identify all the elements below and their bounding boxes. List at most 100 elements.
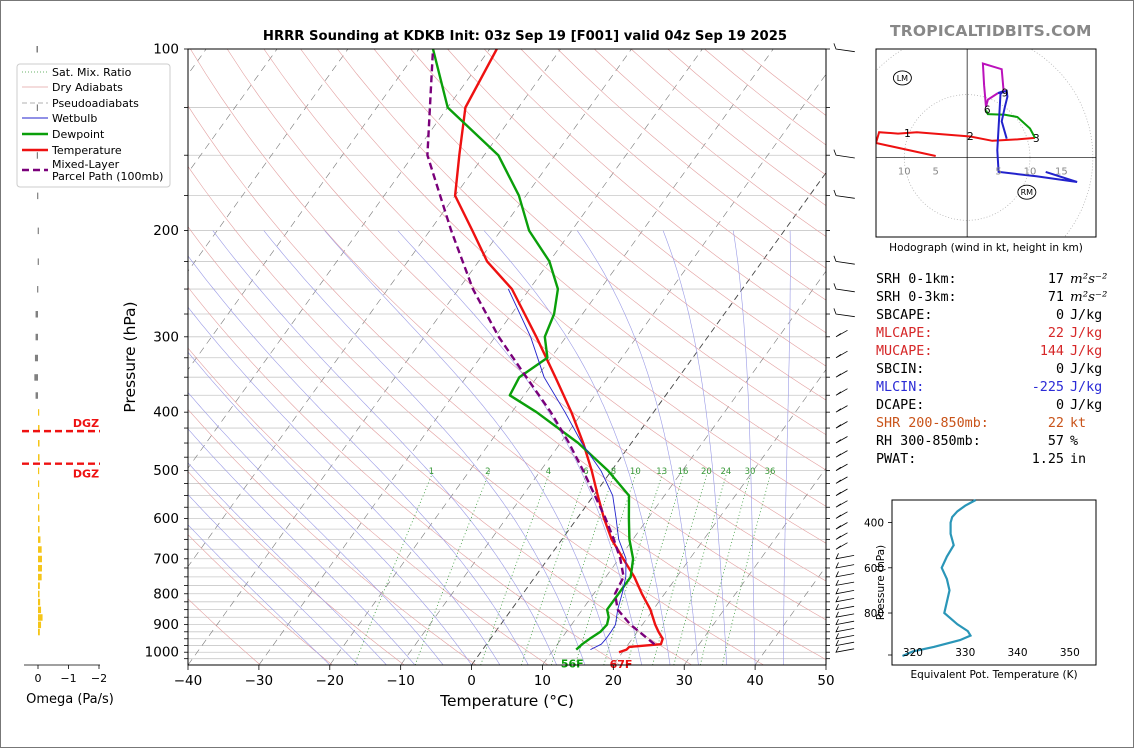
mixing-ratio-line (626, 470, 686, 665)
omega-bar (38, 409, 40, 416)
wind-barb (835, 579, 855, 586)
stat-row: SRH 0-3km: 71 m²s⁻² (876, 290, 1126, 308)
dry-adiabat (373, 49, 826, 436)
isotherm-line (471, 171, 826, 665)
storm-motion-marker (892, 70, 912, 86)
theta-e-x-tick-label: 320 (903, 647, 923, 659)
mixing-ratio-line (652, 470, 709, 665)
pseudoadiabat (188, 524, 331, 665)
wind-barb (833, 308, 855, 318)
stat-row: SBCAPE: 0 J/kg (876, 308, 1126, 326)
pseudoadiabat (662, 230, 728, 665)
omega-bar (34, 354, 38, 362)
stat-row: MUCAPE: 144 J/kg (876, 344, 1126, 362)
omega-bar (38, 598, 41, 606)
stat-value: -225 (1031, 380, 1064, 395)
stat-value: 144 (1039, 344, 1064, 359)
mixing-ratio-label: 2 (485, 467, 490, 477)
omega-bar (38, 564, 42, 572)
stat-row: SRH 0-1km: 17 m²s⁻² (876, 272, 1126, 290)
stat-value: 22 (1047, 326, 1064, 341)
x-tick-label: 0 (467, 673, 476, 689)
omega-bar (38, 425, 40, 432)
x-tick-label: 10 (534, 673, 551, 689)
mixing-ratio-label: 30 (745, 467, 756, 477)
y-tick-label: 900 (153, 617, 179, 633)
stat-row: DCAPE: 0 J/kg (876, 398, 1126, 416)
omega-bar (38, 573, 42, 581)
isotherm-line (613, 369, 826, 665)
stat-label: SBCAPE: (876, 308, 933, 323)
omega-bar (36, 46, 38, 53)
wind-barb (835, 562, 855, 569)
omega-bar (38, 555, 42, 563)
x-tick-label: 50 (817, 673, 834, 689)
mixing-ratio-label: 4 (546, 467, 551, 477)
stat-label: MLCIN: (876, 380, 925, 395)
isotherm-line (258, 49, 703, 665)
legend-box (16, 63, 171, 188)
mixing-ratio-label: 24 (720, 467, 731, 477)
skewt-frame (187, 48, 827, 666)
omega-bar (38, 467, 40, 475)
omega-bar (36, 152, 38, 159)
pseudoadiabat (188, 255, 529, 665)
mixing-ratio-line (480, 470, 551, 665)
legend-label-line: Parcel Path (100mb) (52, 170, 163, 183)
pseudoadiabat (188, 391, 444, 665)
pseudoadiabat (483, 230, 671, 665)
dry-adiabat (188, 105, 826, 661)
wind-barb (835, 463, 848, 471)
dgz-label-lower: DGZ (73, 468, 99, 481)
wind-barbs (833, 43, 855, 653)
dry-adiabat (188, 471, 405, 665)
wind-barb (833, 255, 855, 265)
skewt-plot-area: 1 2 4 6 8 10 13 16 20 24 30 36 (188, 49, 826, 665)
wind-barb (833, 43, 855, 53)
stat-value: 17 (1047, 272, 1064, 287)
theta-e-y-tick-label: 400 (864, 518, 884, 530)
stat-value: 0 (1055, 398, 1064, 413)
storm-motion-label: RM (1021, 188, 1034, 197)
dry-adiabat (190, 49, 826, 621)
mixing-ratio-line (574, 470, 638, 665)
mixing-ratio-label: 36 (765, 467, 776, 477)
mixing-ratio-line (673, 470, 728, 665)
legend-label: Sat. Mix. Ratio (52, 66, 132, 79)
pseudoadiabat (397, 230, 642, 665)
series-mixed-layer-parcel-path-100mb- (426, 49, 656, 646)
stat-value: 57 (1047, 434, 1064, 449)
pseudoadiabat (188, 306, 501, 665)
omega-bar (37, 227, 39, 235)
y-tick-label: 800 (153, 586, 179, 602)
stat-label: SRH 0-1km: (876, 272, 957, 287)
pseudoadiabat (188, 428, 416, 665)
hodograph-caption: Hodograph (wind in kt, height in km) (889, 242, 1083, 254)
dry-adiabat (188, 165, 764, 665)
isotherm-line (683, 467, 826, 665)
wind-barb (835, 596, 855, 603)
omega-tick-label: −1 (60, 672, 76, 685)
omega-bar (38, 515, 40, 522)
omega-bar (34, 374, 38, 381)
legend-label: Dewpoint (52, 128, 105, 141)
stat-unit: J/kg (1070, 326, 1103, 341)
x-tick-label: 40 (747, 673, 764, 689)
hodograph-tick-label: 10 (1024, 166, 1037, 177)
stat-unit: in (1070, 452, 1087, 467)
pseudoadiabat (188, 494, 359, 665)
omega-axis-label: Omega (Pa/s) (26, 692, 114, 707)
pseudoadiabat (733, 230, 756, 665)
hodograph-height-label: 2 (967, 131, 974, 143)
omega-bar (38, 526, 40, 533)
y-tick-label: 500 (153, 463, 179, 479)
hodograph-clip (876, 49, 1096, 237)
legend-label: Wetbulb (52, 112, 97, 125)
stat-row: SHR 200-850mb: 22 kt (876, 416, 1126, 434)
stat-row: MLCAPE: 22 J/kg (876, 326, 1126, 344)
wind-barb (835, 522, 848, 530)
x-tick-label: −10 (386, 673, 415, 689)
omega-bar (35, 311, 38, 318)
wind-barb (835, 488, 848, 496)
mixing-ratio-label: 13 (656, 467, 667, 477)
